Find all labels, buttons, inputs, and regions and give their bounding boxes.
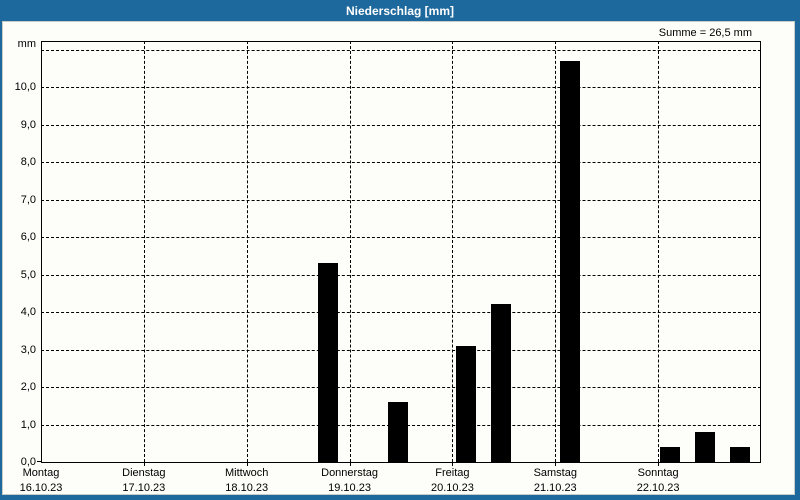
day-date-label: 18.10.23 — [225, 482, 269, 494]
day-name-label: Sonntag — [637, 467, 679, 479]
h-gridline — [41, 237, 761, 238]
x-axis-tick — [246, 462, 248, 466]
v-gridline — [452, 41, 454, 462]
y-tick-label: 7,0 — [20, 193, 36, 206]
chart-panel: Summe = 26,5 mm mm 0,0 1,0 2,0 3,0 4,0 5,0 6,0… — [2, 21, 795, 495]
y-tick-label: 2,0 — [20, 381, 36, 393]
h-gridline — [41, 199, 761, 201]
y-tick-label: 5,0 — [20, 268, 36, 281]
day-name-label: Donnerstag — [321, 467, 378, 479]
precip-bar — [388, 402, 408, 462]
x-axis-tick — [452, 462, 454, 466]
day-date-label: 22.10.23 — [636, 482, 680, 494]
y-tick-label: 0,0 — [20, 456, 36, 468]
h-gridline — [41, 87, 761, 88]
y-tick-label: 1,0 — [20, 418, 36, 431]
v-gridline — [246, 41, 248, 462]
v-gridline — [555, 41, 557, 462]
v-gridline — [143, 41, 145, 462]
x-axis-extension — [37, 461, 41, 462]
precip-bar — [456, 346, 476, 462]
window-title: Niederschlag [mm] — [345, 3, 455, 18]
v-gridline — [349, 41, 351, 462]
h-gridline — [41, 162, 761, 163]
h-gridline — [41, 274, 761, 276]
y-tick-label: 9,0 — [20, 118, 36, 131]
day-date-label: 17.10.23 — [122, 482, 166, 494]
y-tick-label: 6,0 — [20, 231, 36, 243]
day-name-label: Montag — [22, 467, 60, 479]
y-unit-label: mm — [17, 38, 36, 50]
plot-area — [41, 41, 761, 463]
x-axis-tick — [555, 462, 557, 466]
y-tick-label: 4,0 — [20, 306, 36, 318]
title-bar: Niederschlag [mm] — [0, 0, 800, 21]
day-name-label: Freitag — [435, 467, 470, 479]
day-date-label: 19.10.23 — [328, 482, 371, 494]
day-name-label: Samstag — [533, 467, 577, 479]
h-gridline — [41, 349, 761, 351]
precip-bar — [730, 447, 750, 462]
h-gridline — [41, 49, 761, 51]
day-date-label: 16.10.23 — [19, 482, 63, 494]
precip-bar — [318, 263, 338, 462]
y-tick-label: 3,0 — [20, 343, 36, 356]
precip-bar — [560, 61, 580, 462]
h-gridline — [41, 312, 761, 313]
h-gridline — [41, 124, 761, 126]
day-date-label: 20.10.23 — [431, 482, 474, 494]
x-axis-tick — [349, 462, 351, 466]
day-date-label: 21.10.23 — [533, 482, 577, 494]
precip-bar — [695, 432, 715, 462]
day-name-label: Dienstag — [122, 467, 166, 479]
day-name-label: Mittwoch — [225, 467, 269, 479]
precip-bar — [660, 447, 680, 462]
y-tick-label: 8,0 — [20, 156, 36, 168]
precip-bar — [491, 304, 511, 462]
x-axis-tick — [143, 462, 145, 466]
h-gridline — [41, 387, 761, 388]
sum-label: Summe = 26,5 mm — [658, 27, 752, 39]
y-tick-label: 10,0 — [14, 81, 36, 93]
x-axis-tick — [658, 462, 660, 466]
v-gridline — [658, 41, 660, 462]
